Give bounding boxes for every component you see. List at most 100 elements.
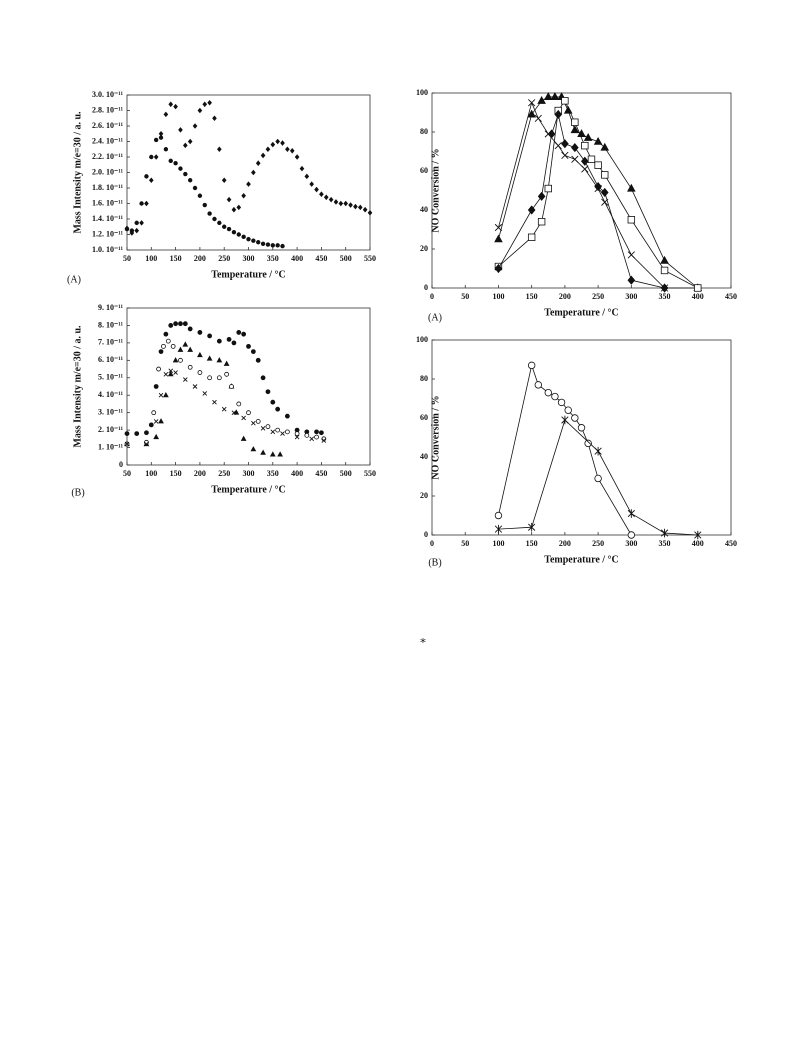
- marker-shape: [168, 101, 174, 108]
- marker-x: [231, 410, 237, 415]
- marker-diamond-filled: [348, 202, 353, 208]
- marker-circle-open: [197, 370, 203, 375]
- marker-circle-filled: [250, 349, 256, 355]
- marker-shape: [551, 392, 559, 401]
- y-tick-label: 2.8. 10⁻¹¹: [92, 105, 124, 114]
- marker-x: [270, 429, 276, 435]
- marker-diamond-filled: [627, 275, 636, 285]
- marker-shape: [151, 410, 157, 416]
- marker-circle-filled: [178, 166, 183, 171]
- marker-circle-filled: [265, 389, 271, 395]
- marker-diamond-filled: [168, 101, 174, 108]
- marker-x: [309, 436, 314, 442]
- marker-x: [158, 392, 164, 398]
- x-tick-label: 400: [692, 539, 704, 548]
- marker-shape: [323, 194, 329, 201]
- marker-shape: [577, 424, 586, 432]
- marker-shape: [561, 97, 569, 105]
- marker-diamond-filled: [319, 191, 324, 197]
- marker-shape: [537, 217, 546, 226]
- marker-circle-open: [304, 432, 310, 438]
- marker-shape: [149, 154, 154, 160]
- marker-shape: [250, 446, 257, 452]
- marker-circle-filled: [256, 240, 261, 245]
- marker-circle-filled: [187, 326, 193, 332]
- marker-square-open: [571, 118, 579, 126]
- marker-triangle-filled: [163, 391, 169, 398]
- marker-shape: [202, 391, 208, 396]
- marker-circle-filled: [207, 211, 212, 216]
- marker-shape: [265, 146, 271, 153]
- marker-shape: [217, 220, 222, 226]
- marker-shape: [124, 441, 130, 447]
- marker-diamond-filled: [323, 194, 329, 201]
- marker-circle-filled: [207, 333, 213, 339]
- marker-triangle-filled: [593, 136, 603, 145]
- x-tick-label: 350: [659, 539, 671, 548]
- marker-shape: [192, 185, 198, 191]
- y-tick-label: 40: [420, 205, 428, 214]
- y-tick-label: 2. 10⁻¹¹: [98, 425, 124, 434]
- marker-shape: [197, 107, 203, 114]
- marker-shape: [178, 321, 183, 327]
- marker-circle-filled: [260, 241, 266, 246]
- marker-shape: [357, 204, 363, 211]
- marker-shape: [304, 432, 310, 438]
- marker-shape: [153, 433, 160, 440]
- marker-x: [534, 114, 542, 122]
- marker-shape: [255, 418, 261, 424]
- marker-circle-filled: [284, 413, 290, 419]
- x-tick-label: 50: [123, 254, 131, 263]
- marker-shape: [148, 177, 154, 184]
- marker-x: [627, 251, 635, 259]
- marker-circle-open: [594, 474, 602, 483]
- marker-circle-filled: [192, 185, 198, 191]
- y-tick-label: 1.4. 10⁻¹¹: [92, 214, 124, 223]
- marker-shape: [627, 216, 636, 224]
- y-tick-label: 60: [420, 166, 428, 175]
- marker-diamond-filled: [343, 200, 349, 207]
- marker-diamond-filled: [153, 154, 159, 160]
- marker-diamond-filled: [594, 182, 602, 192]
- marker-square-open: [581, 141, 589, 150]
- y-tick-label: 3.0. 10⁻¹¹: [92, 90, 124, 99]
- x-tick-label: 500: [340, 254, 352, 263]
- marker-square-open: [561, 97, 569, 105]
- y-tick-label: 2.0. 10⁻¹¹: [92, 167, 124, 176]
- y-axis-title: Mass Intensity m/e=30 / a. u.: [72, 325, 83, 448]
- marker-shape: [528, 522, 536, 532]
- y-tick-label: 4. 10⁻¹¹: [98, 390, 124, 399]
- marker-circle-open: [216, 375, 222, 381]
- x-tick-label: 550: [364, 254, 376, 263]
- y-tick-label: 40: [420, 452, 428, 461]
- marker-shape: [202, 101, 208, 108]
- marker-shape: [178, 166, 183, 171]
- marker-circle-open: [161, 343, 166, 349]
- x-tick-label: 350: [267, 254, 279, 263]
- series-line: [498, 112, 665, 289]
- series-line: [498, 99, 698, 289]
- marker-diamond-filled: [338, 200, 344, 207]
- marker-shape: [571, 118, 579, 126]
- marker-diamond-filled: [333, 199, 339, 205]
- marker-shape: [226, 196, 232, 203]
- marker-x: [124, 441, 130, 447]
- marker-shape: [183, 171, 188, 177]
- marker-shape: [571, 155, 579, 163]
- marker-shape: [207, 99, 212, 106]
- marker-shape: [206, 355, 213, 361]
- marker-diamond-filled: [124, 225, 130, 232]
- marker-shape: [177, 346, 184, 352]
- marker-shape: [260, 426, 266, 431]
- marker-square-open: [627, 216, 636, 224]
- marker-square-open: [527, 233, 536, 241]
- marker-shape: [124, 225, 130, 232]
- marker-diamond-filled: [260, 152, 266, 159]
- marker-triangle-filled: [182, 341, 189, 347]
- y-tick-label: 100: [416, 335, 428, 344]
- marker-shape: [328, 196, 334, 203]
- marker-diamond-filled: [129, 230, 135, 236]
- marker-diamond-filled: [178, 127, 183, 133]
- marker-circle-open: [255, 418, 261, 424]
- marker-shape: [587, 155, 596, 163]
